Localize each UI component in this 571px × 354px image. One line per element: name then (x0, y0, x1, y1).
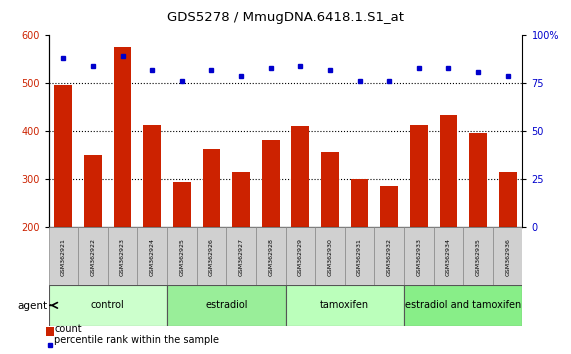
Bar (291, 126, 309, 227)
Text: tamoxifen: tamoxifen (320, 300, 369, 310)
Bar (469, 133, 487, 227)
Text: GSM362925: GSM362925 (179, 238, 184, 275)
Text: GSM362931: GSM362931 (357, 238, 362, 275)
Bar (315, 227, 345, 287)
Bar (404, 285, 522, 326)
Bar (114, 47, 131, 227)
Bar (262, 139, 280, 227)
Text: estradiol: estradiol (205, 300, 247, 310)
Text: GSM362923: GSM362923 (120, 238, 125, 276)
Bar (375, 227, 404, 287)
Bar (440, 115, 457, 227)
Text: percentile rank within the sample: percentile rank within the sample (54, 335, 219, 345)
Bar (499, 172, 517, 227)
Bar (49, 227, 78, 287)
Text: control: control (91, 300, 124, 310)
Bar (84, 155, 102, 227)
Bar (78, 227, 108, 287)
Bar (286, 285, 404, 326)
Bar (493, 227, 522, 287)
Bar (196, 227, 226, 287)
Bar (351, 179, 368, 227)
Text: GSM362924: GSM362924 (150, 238, 155, 276)
Text: GSM362933: GSM362933 (416, 238, 421, 276)
Bar (167, 227, 196, 287)
Bar (49, 285, 167, 326)
Bar (410, 125, 428, 227)
Bar (173, 182, 191, 227)
Text: GSM362921: GSM362921 (61, 238, 66, 275)
Bar (321, 152, 339, 227)
Bar (203, 149, 220, 227)
Text: GSM362934: GSM362934 (446, 238, 451, 276)
Bar (54, 85, 73, 227)
Bar (345, 227, 375, 287)
Text: GSM362929: GSM362929 (298, 238, 303, 276)
Text: GSM362928: GSM362928 (268, 238, 273, 275)
Bar (463, 227, 493, 287)
Text: GSM362927: GSM362927 (239, 238, 244, 276)
Bar (226, 227, 256, 287)
Bar (433, 227, 463, 287)
Text: count: count (54, 324, 82, 334)
Text: GSM362936: GSM362936 (505, 238, 510, 275)
Text: estradiol and tamoxifen: estradiol and tamoxifen (405, 300, 521, 310)
Bar (256, 227, 286, 287)
Bar (404, 227, 433, 287)
Text: GSM362932: GSM362932 (387, 238, 392, 276)
Text: GDS5278 / MmugDNA.6418.1.S1_at: GDS5278 / MmugDNA.6418.1.S1_at (167, 11, 404, 24)
Text: GSM362922: GSM362922 (90, 238, 95, 276)
Bar (286, 227, 315, 287)
Bar (108, 227, 138, 287)
Bar (380, 186, 398, 227)
Text: agent: agent (17, 301, 47, 311)
Text: GSM362935: GSM362935 (476, 238, 481, 275)
Text: GSM362926: GSM362926 (209, 238, 214, 275)
Bar (167, 285, 286, 326)
Bar (143, 125, 161, 227)
Bar (138, 227, 167, 287)
Bar (232, 172, 250, 227)
Text: GSM362930: GSM362930 (327, 238, 332, 275)
